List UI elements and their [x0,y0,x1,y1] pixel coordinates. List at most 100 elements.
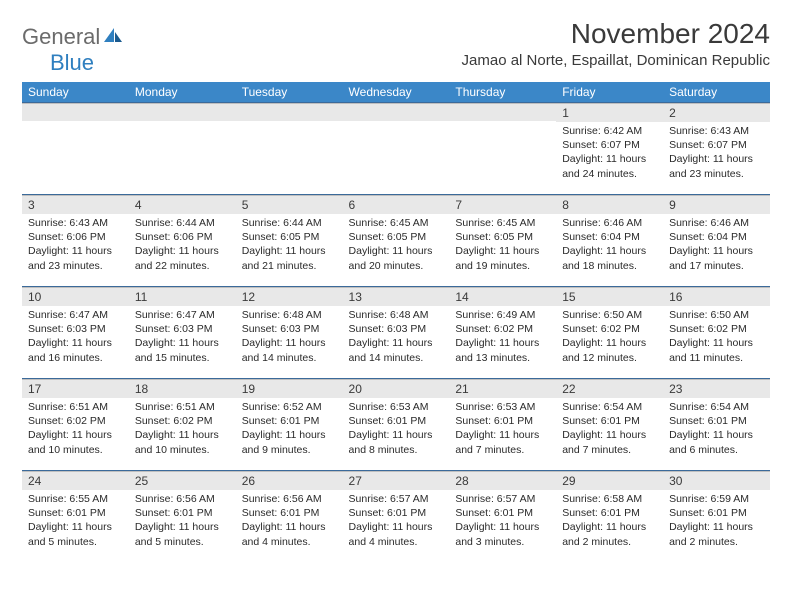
day-cell: 16Sunrise: 6:50 AMSunset: 6:02 PMDayligh… [663,287,770,379]
daylight-text: Daylight: 11 hours and 2 minutes. [669,520,764,548]
day-cell [236,103,343,195]
sunrise-text: Sunrise: 6:48 AM [349,308,444,322]
day-header: Sunday [22,82,129,103]
day-number: 12 [236,287,343,306]
daylight-text: Daylight: 11 hours and 20 minutes. [349,244,444,272]
sunrise-text: Sunrise: 6:46 AM [669,216,764,230]
day-number: 17 [22,379,129,398]
day-content: Sunrise: 6:44 AMSunset: 6:06 PMDaylight:… [129,214,236,277]
day-cell: 29Sunrise: 6:58 AMSunset: 6:01 PMDayligh… [556,471,663,563]
day-cell [22,103,129,195]
day-cell: 11Sunrise: 6:47 AMSunset: 6:03 PMDayligh… [129,287,236,379]
day-cell: 20Sunrise: 6:53 AMSunset: 6:01 PMDayligh… [343,379,450,471]
sunrise-text: Sunrise: 6:47 AM [28,308,123,322]
day-content: Sunrise: 6:49 AMSunset: 6:02 PMDaylight:… [449,306,556,369]
day-content: Sunrise: 6:46 AMSunset: 6:04 PMDaylight:… [663,214,770,277]
day-cell [343,103,450,195]
daylight-text: Daylight: 11 hours and 12 minutes. [562,336,657,364]
day-content: Sunrise: 6:46 AMSunset: 6:04 PMDaylight:… [556,214,663,277]
day-number: 15 [556,287,663,306]
sunrise-text: Sunrise: 6:43 AM [28,216,123,230]
sunrise-text: Sunrise: 6:42 AM [562,124,657,138]
day-number: 23 [663,379,770,398]
empty-day-number [343,103,450,121]
day-number: 24 [22,471,129,490]
empty-day-number [129,103,236,121]
day-number: 9 [663,195,770,214]
month-title: November 2024 [462,18,770,50]
sunrise-text: Sunrise: 6:52 AM [242,400,337,414]
day-header: Saturday [663,82,770,103]
day-content: Sunrise: 6:58 AMSunset: 6:01 PMDaylight:… [556,490,663,553]
day-content: Sunrise: 6:52 AMSunset: 6:01 PMDaylight:… [236,398,343,461]
day-content: Sunrise: 6:48 AMSunset: 6:03 PMDaylight:… [236,306,343,369]
daylight-text: Daylight: 11 hours and 5 minutes. [135,520,230,548]
day-cell: 21 Sunrise: 6:53 AMSunset: 6:01 PMDayligh… [449,379,556,471]
daylight-text: Daylight: 11 hours and 9 minutes. [242,428,337,456]
empty-day-number [449,103,556,121]
daylight-text: Daylight: 11 hours and 8 minutes. [349,428,444,456]
day-number: 18 [129,379,236,398]
day-cell: 2Sunrise: 6:43 AMSunset: 6:07 PMDaylight… [663,103,770,195]
day-content: Sunrise: 6:45 AMSunset: 6:05 PMDaylight:… [343,214,450,277]
sunrise-text: Sunrise: 6:57 AM [455,492,550,506]
day-content: Sunrise: 6:54 AMSunset: 6:01 PMDaylight:… [663,398,770,461]
day-number: 27 [343,471,450,490]
calendar-week-row: 17Sunrise: 6:51 AMSunset: 6:02 PMDayligh… [22,379,770,471]
sunset-text: Sunset: 6:06 PM [135,230,230,244]
sunset-text: Sunset: 6:01 PM [349,506,444,520]
day-cell: 26Sunrise: 6:56 AMSunset: 6:01 PMDayligh… [236,471,343,563]
sunrise-text: Sunrise: 6:54 AM [562,400,657,414]
day-number: 21 [449,379,556,398]
day-cell: 24Sunrise: 6:55 AMSunset: 6:01 PMDayligh… [22,471,129,563]
sunrise-text: Sunrise: 6:47 AM [135,308,230,322]
day-header: Monday [129,82,236,103]
day-number: 29 [556,471,663,490]
day-number: 7 [449,195,556,214]
day-cell: 4Sunrise: 6:44 AMSunset: 6:06 PMDaylight… [129,195,236,287]
calendar-week-row: 10Sunrise: 6:47 AMSunset: 6:03 PMDayligh… [22,287,770,379]
sunrise-text: Sunrise: 6:46 AM [562,216,657,230]
sunset-text: Sunset: 6:01 PM [562,414,657,428]
day-cell: 25Sunrise: 6:56 AMSunset: 6:01 PMDayligh… [129,471,236,563]
daylight-text: Daylight: 11 hours and 2 minutes. [562,520,657,548]
day-content: Sunrise: 6:56 AMSunset: 6:01 PMDaylight:… [236,490,343,553]
sunrise-text: Sunrise: 6:50 AM [669,308,764,322]
day-number: 25 [129,471,236,490]
sunset-text: Sunset: 6:02 PM [669,322,764,336]
day-cell: 6Sunrise: 6:45 AMSunset: 6:05 PMDaylight… [343,195,450,287]
sunrise-text: Sunrise: 6:55 AM [28,492,123,506]
day-number: 20 [343,379,450,398]
sunrise-text: Sunrise: 6:53 AM [349,400,444,414]
sunrise-text: Sunrise: 6:56 AM [242,492,337,506]
day-number: 5 [236,195,343,214]
day-content: Sunrise: 6:53 AMSunset: 6:01 PMDaylight:… [343,398,450,461]
sunset-text: Sunset: 6:01 PM [455,414,550,428]
sunset-text: Sunset: 6:02 PM [455,322,550,336]
day-content: Sunrise: 6:55 AMSunset: 6:01 PMDaylight:… [22,490,129,553]
day-number: 19 [236,379,343,398]
sunset-text: Sunset: 6:01 PM [349,414,444,428]
day-content: Sunrise: 6:59 AMSunset: 6:01 PMDaylight:… [663,490,770,553]
day-content: Sunrise: 6:50 AMSunset: 6:02 PMDaylight:… [556,306,663,369]
day-content: Sunrise: 6:57 AMSunset: 6:01 PMDaylight:… [449,490,556,553]
day-number: 14 [449,287,556,306]
sunset-text: Sunset: 6:05 PM [242,230,337,244]
day-number: 4 [129,195,236,214]
empty-day-number [236,103,343,121]
sunrise-text: Sunrise: 6:53 AM [455,400,550,414]
day-content: Sunrise: 6:48 AMSunset: 6:03 PMDaylight:… [343,306,450,369]
sunrise-text: Sunrise: 6:49 AM [455,308,550,322]
sunset-text: Sunset: 6:01 PM [562,506,657,520]
sunset-text: Sunset: 6:01 PM [135,506,230,520]
sunset-text: Sunset: 6:06 PM [28,230,123,244]
sunset-text: Sunset: 6:03 PM [349,322,444,336]
logo-sail-icon [102,26,124,44]
day-cell: 22Sunrise: 6:54 AMSunset: 6:01 PMDayligh… [556,379,663,471]
daylight-text: Daylight: 11 hours and 14 minutes. [349,336,444,364]
sunset-text: Sunset: 6:04 PM [669,230,764,244]
daylight-text: Daylight: 11 hours and 7 minutes. [455,428,550,456]
day-number: 1 [556,103,663,122]
sunrise-text: Sunrise: 6:58 AM [562,492,657,506]
calendar-table: SundayMondayTuesdayWednesdayThursdayFrid… [22,82,770,563]
